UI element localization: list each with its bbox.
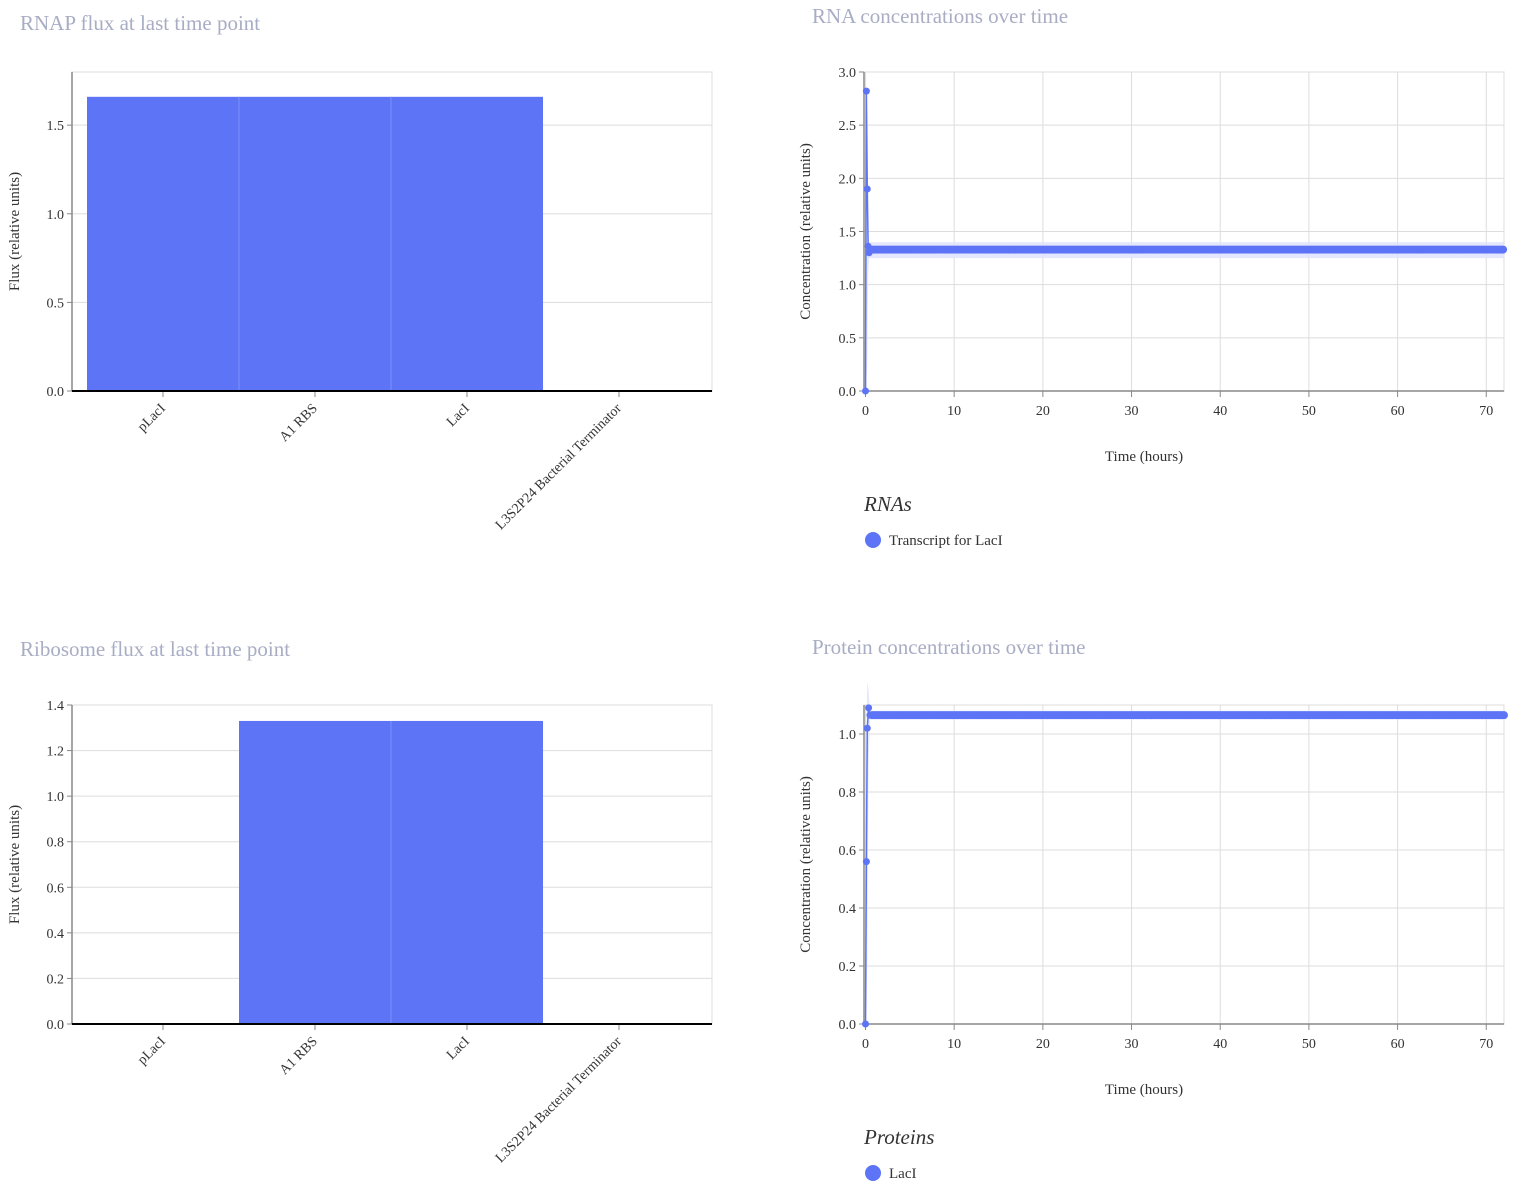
rna-y-tick-label: 3.0 [839,66,857,81]
ribosome-flux-title: Ribosome flux at last time point [20,637,291,661]
rnap-flux-svg: 0.0 0.5 1.0 1.5 pLacI A1 RBS LacI L3S2P24 Bacte… [7,71,713,533]
rna-concentration-svg: 0.0 0.5 1.0 1.5 2.0 2.5 3.0 0 10 20 30 40 50 60 70 RNAs… [798,66,1508,549]
rna-x-tick-label: 60 [1391,404,1405,419]
protein-concentration-title: Protein concentrations over time [812,635,1086,659]
protein-legend-swatch [865,1165,881,1181]
ribosome-x-tick-label: A1 RBS [277,1034,321,1078]
rna-data-point [862,387,869,395]
protein-series-line [864,707,1504,1025]
rna-concentration-chart: RNA concentrations over time 0.0 0.5 1.0 1.… [762,0,1522,596]
protein-y-tick-label: 0.0 [839,1018,857,1033]
rnap-x-tick-label: pLacI [135,401,169,435]
rna-y-tick-label: 1.5 [839,226,857,241]
rna-y-tick-label: 2.0 [839,172,857,187]
protein-x-axis-label: Time (hours) [1105,1082,1183,1098]
ribosome-x-tick-label: LacI [444,1034,473,1063]
rna-y-tick-label: 0.5 [839,332,857,347]
ribosome-y-tick-label: 0.8 [47,836,65,851]
ribosome-y-tick-label: 0.0 [47,1018,65,1033]
ribosome-y-tick-label: 1.2 [47,745,65,760]
rna-x-axis-label: Time (hours) [1105,449,1183,465]
rna-x-tick-label: 70 [1479,404,1493,419]
protein-data-point [1500,711,1508,720]
rnap-x-tick-label: LacI [444,401,473,430]
ribosome-y-tick-label: 0.6 [47,881,65,896]
protein-y-tick-label: 0.6 [839,844,857,859]
rnap-x-tick-label: L3S2P24 Bacterial Terminator [493,401,625,533]
rnap-y-tick-label: 0.5 [47,296,65,311]
ribosome-bar [239,720,391,1024]
rna-series-line [864,91,1505,392]
ribosome-y-tick-label: 0.2 [47,972,65,987]
protein-x-tick-label: 40 [1213,1037,1227,1052]
rna-data-point [1499,245,1508,254]
protein-data-point [862,858,870,866]
rna-x-tick-label: 20 [1036,404,1050,419]
rna-y-axis-label: Concentration (relative units) [798,143,814,320]
protein-x-tick-label: 10 [947,1037,961,1052]
protein-concentration-chart: Protein concentrations over time 0.0 0.2 0… [762,596,1522,1192]
rnap-x-tick-label: A1 RBS [277,401,321,445]
rna-x-tick-label: 40 [1213,404,1227,419]
protein-y-tick-label: 0.2 [839,960,857,975]
protein-y-tick-label: 1.0 [839,728,857,743]
rna-data-point [862,87,870,95]
rnap-bar [87,96,239,392]
rna-x-tick-label: 0 [862,404,869,419]
protein-concentration-svg: 0.0 0.2 0.4 0.6 0.8 1.0 0 10 20 30 40 50 60 70 Protein… [798,681,1508,1182]
protein-plot-frame [863,704,1505,1025]
protein-y-tick-label: 0.8 [839,786,857,801]
ribosome-x-tick-label: L3S2P24 Bacterial Terminator [493,1034,625,1166]
ribosome-x-tick-label: pLacI [135,1034,169,1068]
ribosome-y-axis-label: Flux (relative units) [7,805,23,924]
protein-y-tick-label: 0.4 [839,902,857,917]
protein-data-point [863,724,871,732]
rna-legend-title: RNAs [863,492,912,516]
protein-x-tick-label: 0 [862,1037,869,1052]
rna-x-tick-label: 50 [1302,404,1316,419]
rnap-y-tick-label: 1.5 [47,119,65,134]
protein-y-axis-label: Concentration (relative units) [798,776,814,953]
ribosome-bar [391,720,543,1024]
rnap-y-tick-label: 1.0 [47,208,65,223]
rna-x-tick-label: 30 [1125,404,1139,419]
protein-data-point [862,1020,869,1028]
protein-legend-title: Proteins [863,1125,934,1149]
rna-legend-swatch [865,532,881,548]
protein-x-tick-label: 30 [1125,1037,1139,1052]
protein-legend-label: LacI [889,1166,916,1182]
rna-legend-label: Transcript for LacI [889,533,1003,549]
ribosome-y-tick-label: 1.0 [47,790,65,805]
ribosome-flux-svg: 0.0 0.2 0.4 0.6 0.8 1.0 1.2 1.4 pLacI A1 RBS LacI L… [7,699,713,1166]
rnap-bar [391,96,543,392]
protein-x-tick-label: 20 [1036,1037,1050,1052]
protein-data-point [865,704,873,712]
rnap-y-axis-label: Flux (relative units) [7,172,23,291]
protein-x-tick-label: 70 [1479,1037,1493,1052]
rna-concentration-title: RNA concentrations over time [812,4,1069,28]
rna-data-point [863,185,871,193]
rna-y-tick-label: 1.0 [839,279,857,294]
ribosome-y-tick-label: 0.4 [47,927,65,942]
ribosome-flux-chart: Ribosome flux at last time point 0.0 0.2 0… [0,596,760,1192]
rnap-flux-title: RNAP flux at last time point [20,11,261,35]
ribosome-y-tick-label: 1.4 [47,699,65,714]
rnap-y-tick-label: 0.0 [47,385,65,400]
rna-y-tick-label: 2.5 [839,119,857,134]
rnap-bar [239,96,391,392]
protein-x-tick-label: 50 [1302,1037,1316,1052]
rnap-flux-chart: RNAP flux at last time point 0.0 0.5 1.0 1.… [0,0,760,596]
protein-series-band [865,681,1504,1024]
rna-x-tick-label: 10 [947,404,961,419]
protein-x-tick-label: 60 [1391,1037,1405,1052]
rna-y-tick-label: 0.0 [839,385,857,400]
